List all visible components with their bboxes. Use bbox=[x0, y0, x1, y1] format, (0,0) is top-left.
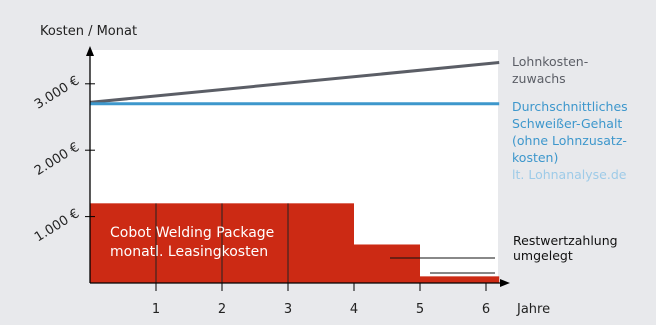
salary-label: Durchschnittliches Schweißer-Gehalt (ohne … bbox=[512, 99, 628, 165]
package-label: Cobot Welding Package monatl. Leasingkost… bbox=[110, 225, 274, 260]
residual-label-line: umgelegt bbox=[513, 248, 573, 263]
y-tick-label: 2.000 € bbox=[32, 140, 82, 179]
x-tick-label: 3 bbox=[284, 302, 292, 317]
salary-label-line: kosten) bbox=[512, 150, 558, 165]
salary-label-line: Schweißer-Gehalt bbox=[512, 116, 622, 131]
wage-growth-label-line: Lohnkosten- bbox=[512, 54, 588, 69]
wage-growth-line bbox=[89, 61, 500, 104]
wage-growth-label-line: zuwachs bbox=[512, 71, 566, 86]
cost-bar bbox=[354, 244, 420, 283]
salary-label-line: Durchschnittliches bbox=[512, 99, 628, 114]
x-tick-label: 5 bbox=[416, 302, 424, 317]
x-tick-label: 6 bbox=[482, 302, 490, 317]
cost-bar bbox=[420, 276, 500, 283]
package-label-line: monatl. Leasingkosten bbox=[110, 244, 268, 260]
package-label-line: Cobot Welding Package bbox=[110, 225, 274, 241]
salary-label-line: (ohne Lohnzusatz- bbox=[512, 133, 627, 148]
x-axis-arrowhead bbox=[500, 279, 510, 287]
wage-growth-label: Lohnkosten-zuwachs bbox=[512, 54, 588, 86]
salary-source-label: lt. Lohnanalyse.de bbox=[512, 167, 627, 182]
x-tick-label: 2 bbox=[218, 302, 226, 317]
x-axis-label: Jahre bbox=[516, 302, 550, 317]
residual-label-line: Restwertzahlung bbox=[513, 233, 618, 248]
y-axis-label: Kosten / Monat bbox=[40, 24, 137, 39]
x-tick-label: 4 bbox=[350, 302, 358, 317]
x-tick-label: 1 bbox=[152, 302, 160, 317]
residual-label: Restwertzahlung umgelegt bbox=[513, 233, 618, 263]
y-tick-label: 3.000 € bbox=[32, 73, 82, 112]
y-axis-arrowhead bbox=[86, 46, 94, 56]
bars-layer bbox=[90, 203, 500, 283]
lines-layer bbox=[89, 61, 500, 106]
y-tick-label: 1.000 € bbox=[32, 206, 82, 245]
labels-layer: Lohnkosten-zuwachs Durchschnittliches Schw… bbox=[110, 54, 628, 274]
